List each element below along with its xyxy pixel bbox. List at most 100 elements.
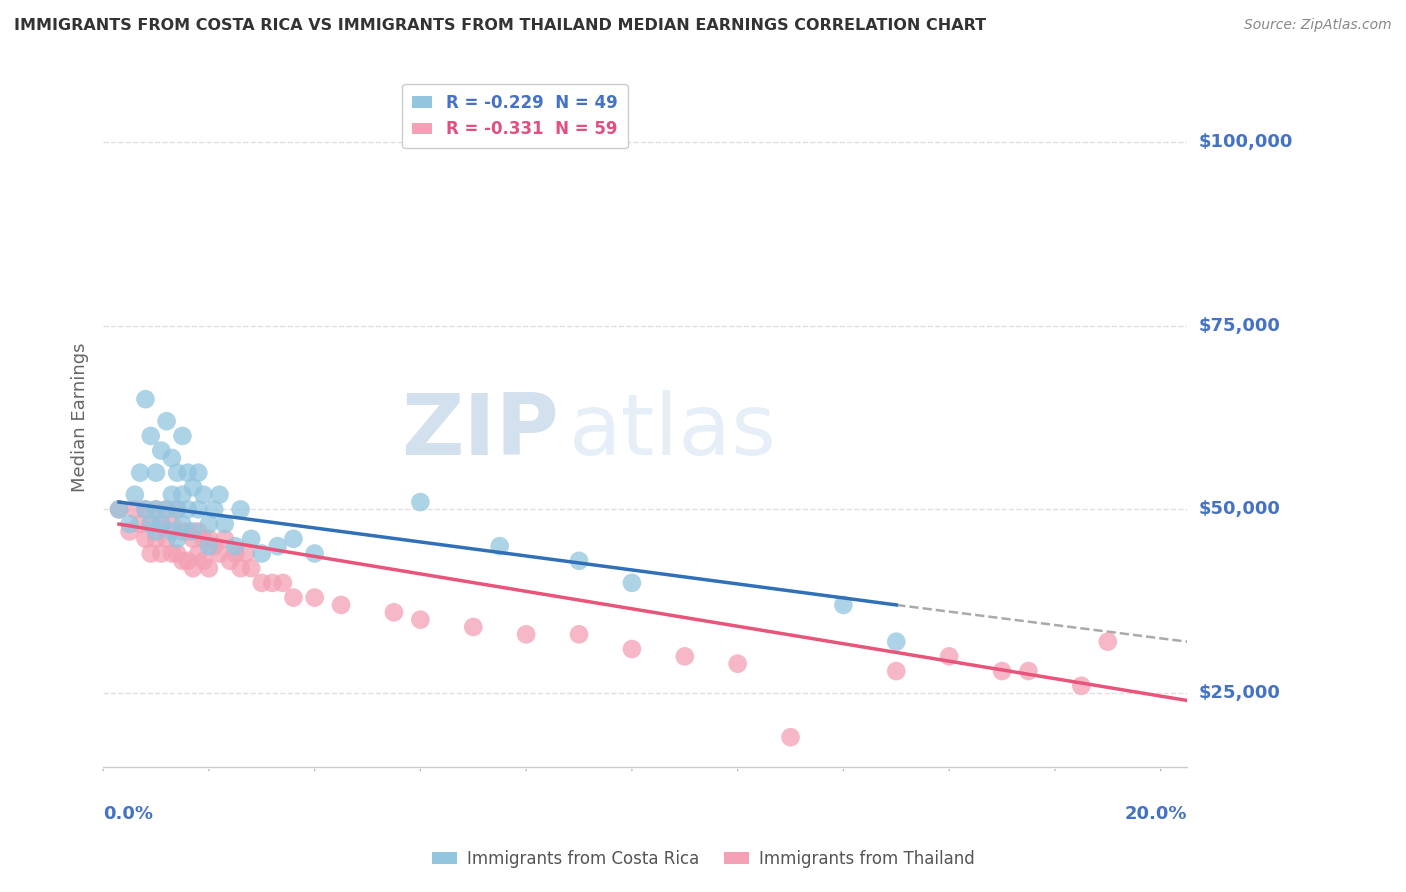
Point xyxy=(150,517,173,532)
Point xyxy=(250,575,273,590)
Point xyxy=(155,502,177,516)
Point xyxy=(155,532,177,546)
Point xyxy=(187,524,209,539)
Point xyxy=(166,547,188,561)
Point xyxy=(160,450,183,465)
Point xyxy=(673,649,696,664)
Point xyxy=(229,561,252,575)
Point xyxy=(166,502,188,516)
Text: 0.0%: 0.0% xyxy=(103,805,153,823)
Point xyxy=(224,547,246,561)
Point xyxy=(229,502,252,516)
Point xyxy=(266,539,288,553)
Point xyxy=(150,443,173,458)
Point xyxy=(198,532,221,546)
Point xyxy=(382,605,405,619)
Point xyxy=(139,517,162,532)
Point xyxy=(488,539,510,553)
Point xyxy=(938,649,960,664)
Point xyxy=(187,466,209,480)
Point xyxy=(991,664,1014,678)
Point xyxy=(166,532,188,546)
Point xyxy=(620,575,643,590)
Text: $50,000: $50,000 xyxy=(1198,500,1279,518)
Point xyxy=(262,575,284,590)
Point xyxy=(129,466,152,480)
Point xyxy=(172,429,194,443)
Point xyxy=(283,591,305,605)
Point xyxy=(779,730,801,744)
Point xyxy=(124,488,146,502)
Point xyxy=(193,488,215,502)
Point xyxy=(463,620,485,634)
Text: ZIP: ZIP xyxy=(401,390,558,473)
Point xyxy=(160,547,183,561)
Point xyxy=(118,524,141,539)
Point xyxy=(181,561,204,575)
Point xyxy=(884,634,907,648)
Point xyxy=(181,524,204,539)
Point xyxy=(155,502,177,516)
Point xyxy=(409,613,432,627)
Point xyxy=(166,502,188,516)
Point xyxy=(160,488,183,502)
Point xyxy=(150,547,173,561)
Point xyxy=(177,554,200,568)
Point xyxy=(181,532,204,546)
Point xyxy=(214,532,236,546)
Point xyxy=(155,414,177,428)
Point xyxy=(202,539,225,553)
Point xyxy=(134,532,156,546)
Y-axis label: Median Earnings: Median Earnings xyxy=(72,343,89,492)
Point xyxy=(304,547,326,561)
Point xyxy=(129,517,152,532)
Point xyxy=(620,642,643,657)
Point xyxy=(193,554,215,568)
Point xyxy=(198,517,221,532)
Point xyxy=(198,539,221,553)
Point xyxy=(145,502,167,516)
Point xyxy=(172,517,194,532)
Legend: Immigrants from Costa Rica, Immigrants from Thailand: Immigrants from Costa Rica, Immigrants f… xyxy=(425,844,981,875)
Point xyxy=(166,466,188,480)
Legend: R = -0.229  N = 49, R = -0.331  N = 59: R = -0.229 N = 49, R = -0.331 N = 59 xyxy=(402,84,627,148)
Point xyxy=(172,488,194,502)
Point xyxy=(568,554,591,568)
Point xyxy=(219,554,242,568)
Point xyxy=(240,561,263,575)
Point xyxy=(832,598,855,612)
Point xyxy=(187,547,209,561)
Point xyxy=(150,517,173,532)
Text: $100,000: $100,000 xyxy=(1198,133,1292,151)
Point xyxy=(160,524,183,539)
Point xyxy=(214,517,236,532)
Point xyxy=(235,547,257,561)
Point xyxy=(145,524,167,539)
Point xyxy=(160,517,183,532)
Point xyxy=(304,591,326,605)
Point xyxy=(271,575,294,590)
Point xyxy=(198,561,221,575)
Point xyxy=(177,466,200,480)
Point xyxy=(145,466,167,480)
Text: $25,000: $25,000 xyxy=(1198,684,1279,702)
Point xyxy=(250,547,273,561)
Point xyxy=(1097,634,1119,648)
Point xyxy=(139,517,162,532)
Text: IMMIGRANTS FROM COSTA RICA VS IMMIGRANTS FROM THAILAND MEDIAN EARNINGS CORRELATI: IMMIGRANTS FROM COSTA RICA VS IMMIGRANTS… xyxy=(14,18,986,33)
Point xyxy=(727,657,749,671)
Point xyxy=(134,502,156,516)
Point xyxy=(145,532,167,546)
Point xyxy=(515,627,537,641)
Point xyxy=(108,502,131,516)
Point xyxy=(187,502,209,516)
Point xyxy=(208,488,231,502)
Point xyxy=(330,598,353,612)
Point xyxy=(181,480,204,494)
Point xyxy=(177,502,200,516)
Point xyxy=(240,532,263,546)
Point xyxy=(139,547,162,561)
Point xyxy=(134,392,156,407)
Text: Source: ZipAtlas.com: Source: ZipAtlas.com xyxy=(1244,18,1392,32)
Point xyxy=(283,532,305,546)
